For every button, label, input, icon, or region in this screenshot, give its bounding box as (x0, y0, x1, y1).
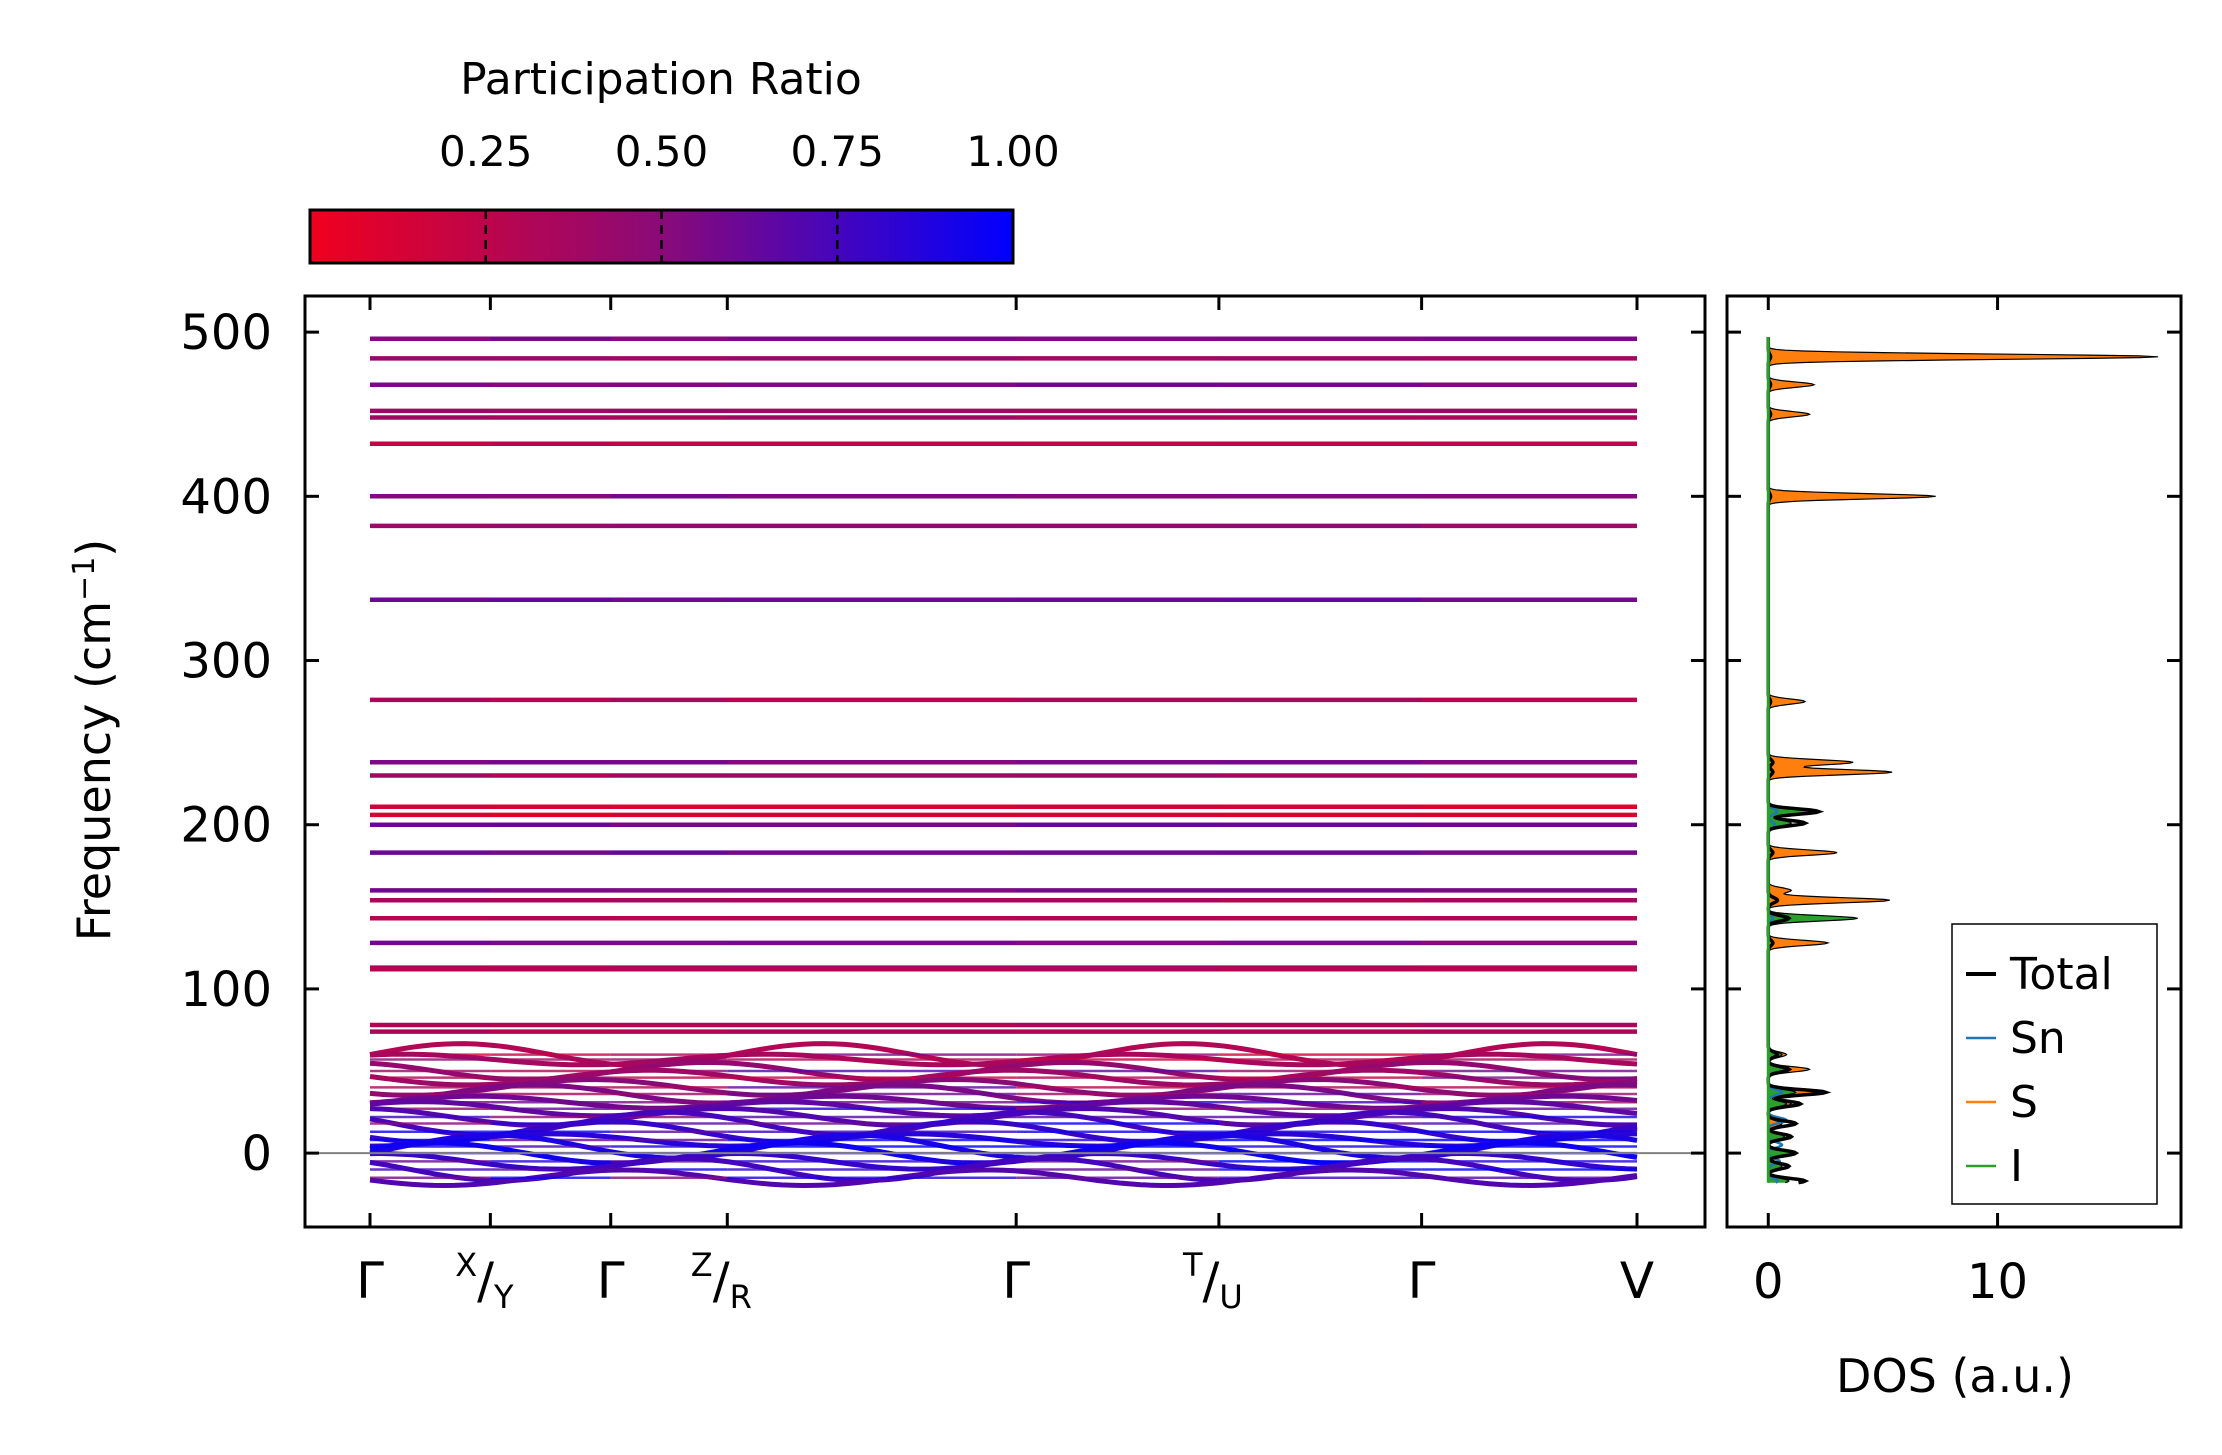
legend-label: I (2010, 1141, 2023, 1192)
kpath-label: Γ (597, 1252, 625, 1310)
dos-tick-label: 10 (1967, 1254, 2028, 1310)
kpath-axis-ticks: Γ X/Y Γ Z/R Γ T/U Γ V (356, 296, 1654, 1316)
colorbar-tick-label: 1.00 (966, 127, 1060, 176)
kpath-label-sup: T (1182, 1246, 1203, 1284)
phonon-band (369, 1067, 1638, 1088)
kpath-label-sub: Y (493, 1278, 514, 1316)
band-lines (369, 336, 1638, 1189)
kpath-label-sub: R (730, 1278, 752, 1316)
legend-label: S (2010, 1077, 2038, 1128)
legend-label: Total (2009, 949, 2113, 1000)
kpath-label-sup: X (455, 1246, 477, 1284)
kpath-label-sup: Z (691, 1246, 713, 1284)
kpath-label-sub: U (1219, 1278, 1242, 1316)
dos-axis-ticks: 0 10 (1727, 296, 2181, 1310)
frequency-axis-label: Frequency (cm−1) (67, 539, 121, 942)
kpath-label: Γ (1408, 1252, 1436, 1310)
dos-axis-label: DOS (a.u.) (1836, 1349, 2074, 1403)
dos-legend: Total Sn SI (1951, 923, 2158, 1205)
phonon-band (369, 1167, 1638, 1189)
kpath-label-main: / (477, 1252, 494, 1310)
kpath-label-main: / (713, 1252, 730, 1310)
colorbar-tick-marks (484, 210, 839, 263)
legend-label: Sn (2010, 1013, 2066, 1064)
colorbar-tick-labels: 0.25 0.50 0.75 1.00 (439, 127, 1060, 176)
frequency-axis-ticks: 0 100 200 300 400 500 (180, 305, 1705, 1182)
dos-curves (1766, 337, 2159, 1185)
colorbar-tick-label: 0.75 (790, 127, 884, 176)
kpath-label: Γ (1002, 1252, 1030, 1310)
band-axes-frame (303, 294, 1707, 1229)
frequency-tick-label: 300 (180, 634, 272, 690)
kpath-label-main: / (1203, 1252, 1220, 1310)
ylabel-superscript: −1 (67, 557, 102, 601)
dos-tick-label: 0 (1753, 1254, 1784, 1310)
phonon-band (369, 1076, 1638, 1098)
legend-frame (1951, 923, 2158, 1205)
colorbar-label: Participation Ratio (460, 54, 862, 105)
dos-panel: 0 10 DOS (a.u.) Total Sn SI (1725, 294, 2183, 1403)
kpath-label: V (1620, 1252, 1654, 1310)
colorbar-tick-label: 0.50 (615, 127, 709, 176)
frequency-tick-label: 200 (180, 798, 272, 854)
frequency-tick-label: 400 (180, 469, 272, 525)
colorbar-tick-label: 0.25 (439, 127, 533, 176)
frequency-tick-label: 100 (180, 962, 272, 1018)
ylabel-tail: ) (67, 539, 121, 557)
kpath-label: Z/R (691, 1246, 752, 1316)
colorbar: Participation Ratio 0.25 0.50 0.75 1.00 (308, 54, 1060, 265)
dos-axes-frame (1725, 294, 2183, 1229)
kpath-label: Γ (356, 1252, 384, 1310)
frequency-tick-label: 500 (180, 305, 272, 361)
legend-items: Total Sn SI (1966, 949, 2113, 1192)
kpath-label: X/Y (455, 1246, 514, 1316)
ylabel-main: Frequency (cm (67, 601, 121, 941)
frequency-tick-label: 0 (241, 1126, 272, 1182)
kpath-label: T/U (1182, 1246, 1243, 1316)
phonon-band (369, 1051, 1638, 1068)
